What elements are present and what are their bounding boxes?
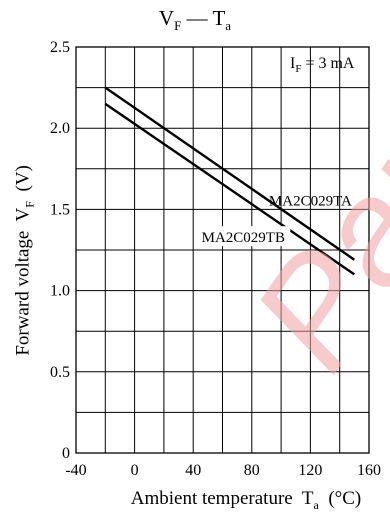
y-tick-label: 2.5 [50,39,70,56]
series-label-background [196,226,291,247]
x-axis-label: Ambient temperature Ta (°C) [130,488,362,512]
y-tick-label: 0 [62,445,70,462]
x-tick-label: 120 [298,462,322,479]
grid-lines [75,46,370,454]
y-tick-label: 1.5 [50,201,70,218]
chart-title: VF — Ta [158,6,232,34]
y-tick-label: 2.0 [50,120,70,137]
x-tick-label: 0 [131,462,139,479]
series-label: MA2C029TB [202,230,285,246]
x-tick-label: 80 [244,462,260,479]
condition-label: IF = 3 mA [290,55,355,76]
y-axis-label: Forward voltage VF (V) [12,165,37,356]
series-label: MA2C029TA [269,193,352,209]
series-line [104,102,356,276]
series-lines [104,86,356,276]
series-line [104,86,356,261]
y-tick-label: 0.5 [50,364,70,381]
x-tick-label: 160 [357,462,381,479]
x-tick-label: -40 [65,462,86,479]
y-tick-label: 1.0 [50,283,70,300]
series-labels: MA2C029TA MA2C029TB [196,193,352,247]
plot-frame [75,46,370,454]
x-tick-label: 40 [185,462,201,479]
